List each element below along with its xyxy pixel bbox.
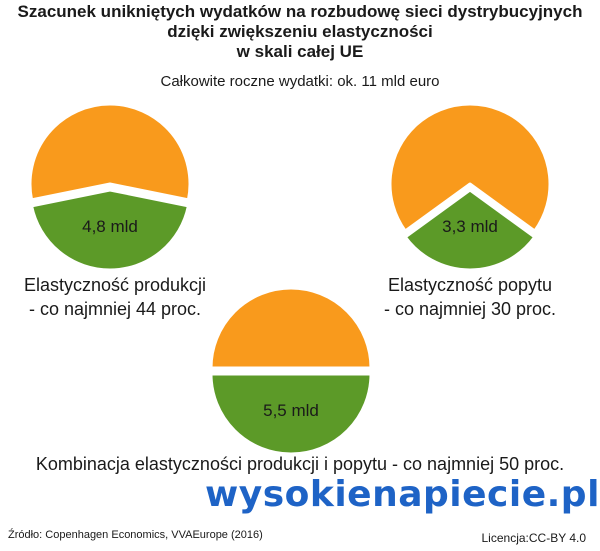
license-note: Licencja:CC-BY 4.0 — [481, 531, 587, 545]
chart-subtitle: Całkowite roczne wydatki: ok. 11 mld eur… — [160, 73, 440, 90]
pie-label-production: Elastyczność produkcji - co najmniej 44 … — [10, 273, 220, 321]
pie-label-demand-line-1: Elastyczność popytu — [387, 275, 553, 295]
pie-label-production-line-1: Elastyczność produkcji — [23, 275, 207, 295]
pie-slice-rest — [28, 102, 192, 202]
pie-slice-rest — [209, 286, 373, 370]
chart-title: Szacunek unikniętych wydatków na rozbudo… — [0, 2, 600, 62]
pie-label-combined-line-1: Kombinacja elastyczności produkcji i pop… — [35, 454, 565, 474]
pie-label-demand: Elastyczność popytu - co najmniej 30 pro… — [370, 273, 570, 321]
pie-slice-rest — [388, 102, 552, 233]
pie-chart-demand: 3,3 mld — [388, 102, 552, 272]
title-line-3: w skali całej UE — [236, 42, 364, 61]
pie-slice-share — [209, 372, 373, 456]
title-line-1: Szacunek unikniętych wydatków na rozbudo… — [17, 2, 583, 21]
pie-slice-share — [30, 188, 190, 272]
pie-label-combined: Kombinacja elastyczności produkcji i pop… — [0, 452, 600, 476]
pie-slice-label: 5,5 mld — [263, 401, 319, 420]
pie-slice-label: 3,3 mld — [442, 217, 498, 236]
pie-chart-production: 4,8 mld — [28, 102, 192, 272]
pie-slice-share — [403, 188, 537, 272]
title-line-2: dzięki zwiększeniu elastyczności — [167, 22, 433, 41]
pie-chart-combined: 5,5 mld — [209, 286, 373, 456]
pie-label-demand-line-2: - co najmniej 30 proc. — [383, 299, 557, 319]
pie-slice-label: 4,8 mld — [82, 217, 138, 236]
site-logo: wysokienapiecie.pl — [205, 474, 600, 515]
pie-label-production-line-2: - co najmniej 44 proc. — [28, 299, 202, 319]
source-note: Źródło: Copenhagen Economics, VVAEurope … — [8, 529, 263, 541]
